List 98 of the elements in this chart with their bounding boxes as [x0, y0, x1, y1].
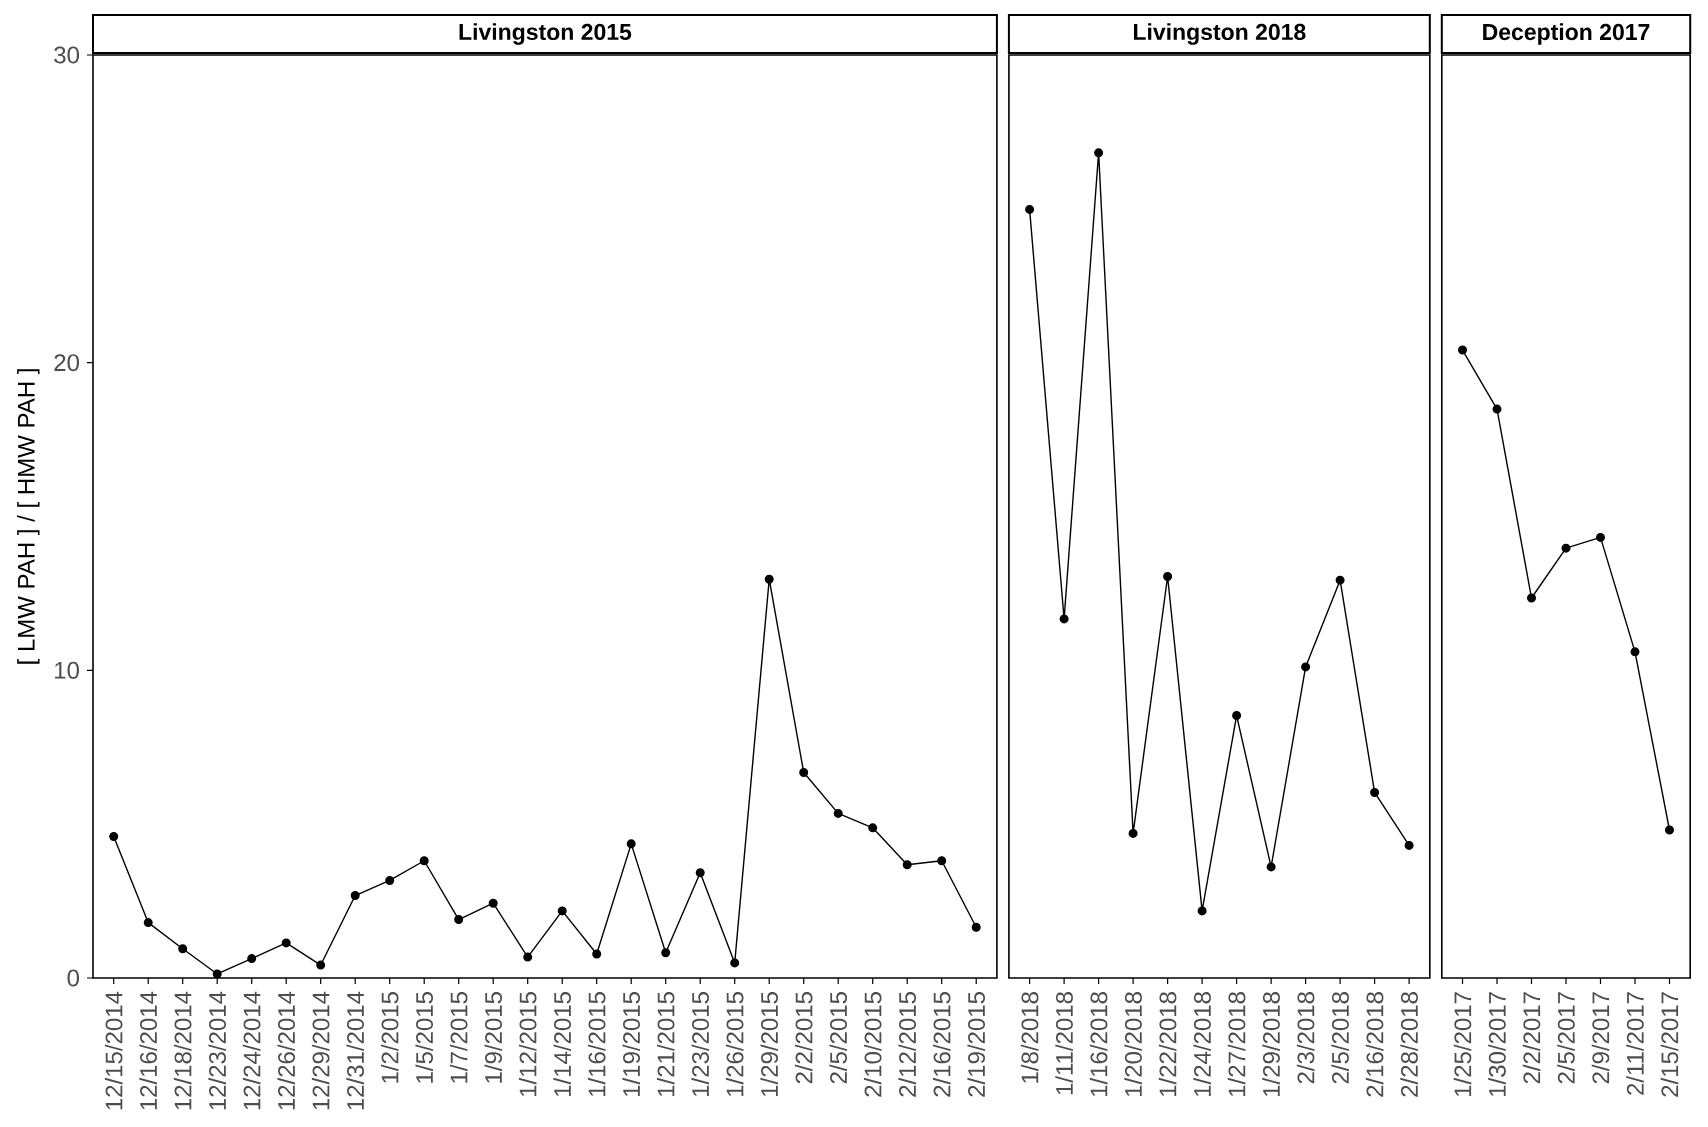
point	[1025, 204, 1035, 214]
point	[799, 767, 809, 777]
point	[1596, 532, 1605, 542]
x-tick-label: 12/23/2014	[208, 991, 226, 1110]
x-tick-label: 2/12/2015	[898, 992, 917, 1097]
point	[488, 898, 498, 908]
point	[1059, 614, 1069, 624]
point	[1266, 862, 1276, 872]
point	[695, 868, 705, 878]
x-tick-label: 1/29/2018	[1262, 992, 1280, 1096]
point	[868, 823, 878, 833]
point	[764, 574, 774, 584]
point	[523, 952, 533, 962]
x-tick-label: 12/26/2014	[277, 991, 295, 1110]
y-axis-title: [ LMW PAH ] / [ HMW PAH ]	[17, 369, 40, 664]
x-tick-label: 2/9/2017	[1591, 992, 1610, 1084]
x-tick-label: 2/28/2018	[1400, 992, 1418, 1097]
point	[1404, 840, 1414, 850]
x-tick-label: 1/7/2015	[449, 992, 468, 1083]
point	[1094, 148, 1104, 158]
x-tick-label: 1/29/2015	[760, 992, 779, 1096]
x-tick-label: 1/14/2015	[553, 992, 572, 1096]
x-tick-label: 1/8/2018	[1020, 992, 1039, 1083]
point	[937, 856, 947, 866]
point	[247, 954, 257, 964]
x-tick-label: 2/2/2017	[1522, 992, 1541, 1084]
x-tick-label: 1/22/2018	[1158, 992, 1177, 1096]
x-tick-label: 1/19/2015	[622, 992, 641, 1096]
point	[316, 960, 326, 970]
x-tick-label: 2/19/2015	[967, 992, 986, 1097]
point	[1458, 345, 1468, 355]
x-tick-label: 1/26/2015	[725, 992, 744, 1096]
point	[1301, 662, 1311, 672]
x-tick-label: 2/10/2015	[863, 992, 882, 1097]
x-tick-label: 1/21/2015	[656, 992, 675, 1096]
x-tick-label: 2/11/2017	[1626, 992, 1644, 1095]
y-tick-label: 0	[67, 969, 80, 987]
point	[1232, 711, 1242, 721]
point	[1561, 543, 1571, 553]
x-tick-label: 12/16/2014	[139, 991, 157, 1110]
point	[1664, 825, 1674, 835]
point	[1630, 647, 1640, 657]
x-tick-label: 1/20/2018	[1124, 992, 1142, 1096]
x-tick-label: 2/16/2018	[1365, 992, 1384, 1097]
x-tick-label: 12/31/2014	[346, 991, 364, 1110]
point	[971, 922, 981, 932]
x-tick-label: 2/5/2018	[1331, 992, 1349, 1084]
x-tick-label: 2/5/2017	[1557, 992, 1575, 1084]
x-tick-label: 1/24/2018	[1193, 992, 1211, 1096]
chart-title: Livingston 2015	[459, 23, 632, 45]
point	[281, 938, 291, 948]
x-tick-label: 1/30/2017	[1488, 992, 1506, 1096]
x-tick-label: 1/9/2015	[484, 992, 503, 1083]
point	[178, 944, 188, 954]
point	[557, 906, 567, 916]
point	[385, 875, 395, 885]
point	[626, 839, 636, 849]
point	[419, 856, 429, 866]
point	[1163, 571, 1173, 581]
point	[350, 891, 360, 901]
x-tick-label: 12/24/2014	[242, 991, 261, 1110]
y-tick-label: 10	[55, 661, 80, 679]
x-tick-label: 2/5/2015	[829, 992, 848, 1084]
point	[730, 958, 740, 968]
point	[833, 808, 843, 818]
x-tick-label: 1/16/2015	[587, 992, 606, 1096]
point	[661, 948, 671, 958]
x-tick-label: 1/11/2018	[1055, 992, 1073, 1095]
point	[1527, 593, 1537, 603]
x-tick-label: 2/3/2018	[1296, 992, 1315, 1084]
x-tick-label: 2/15/2017	[1660, 992, 1679, 1097]
x-tick-label: 1/16/2018	[1089, 992, 1108, 1096]
y-tick-label: 30	[54, 46, 80, 64]
x-tick-label: 12/15/2014	[104, 991, 123, 1110]
point	[109, 831, 119, 841]
y-tick-label: 20	[54, 354, 80, 372]
chart-title: Livingston 2018	[1133, 23, 1306, 45]
point	[212, 969, 222, 979]
x-tick-label: 1/23/2015	[691, 992, 710, 1096]
point	[454, 915, 464, 925]
x-tick-label: 1/27/2018	[1227, 992, 1246, 1096]
point	[143, 918, 153, 928]
point	[1335, 575, 1345, 585]
chart-title: Deception 2017	[1483, 23, 1650, 45]
x-tick-label: 12/29/2014	[311, 991, 330, 1110]
point	[902, 860, 912, 870]
x-tick-label: 1/2/2015	[380, 992, 399, 1083]
x-tick-label: 2/16/2015	[932, 992, 951, 1097]
point	[1370, 787, 1380, 797]
point	[1197, 906, 1207, 916]
x-tick-label: 1/25/2017	[1453, 992, 1472, 1096]
point	[592, 949, 602, 959]
x-tick-label: 2/2/2015	[794, 992, 813, 1084]
x-tick-label: 1/12/2015	[518, 992, 537, 1096]
point	[1492, 404, 1502, 414]
point	[1128, 828, 1138, 838]
x-tick-label: 1/5/2015	[415, 992, 433, 1083]
x-tick-label: 12/18/2014	[173, 991, 192, 1110]
